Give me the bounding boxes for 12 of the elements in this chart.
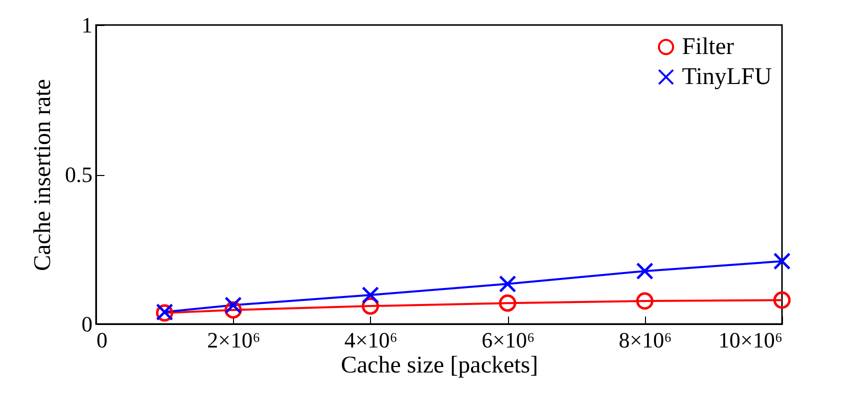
x-tick-label: 10×10⁶ (718, 328, 782, 352)
x-tick-label: 6×10⁶ (482, 328, 535, 352)
y-tick-label: 0 (82, 312, 92, 336)
x-tick-label: 4×10⁶ (344, 328, 398, 352)
x-tick-label: 2×10⁶ (207, 328, 260, 352)
y-tick-label: 1 (82, 12, 92, 38)
legend-label: Filter (682, 34, 734, 60)
y-axis-title: Cache insertion rate (30, 79, 56, 271)
x-tick-label: 8×10⁶ (618, 328, 672, 352)
legend-label: TinyLFU (682, 64, 772, 90)
y-tick-label: 0.5 (65, 162, 92, 187)
x-axis-title: Cache size [packets] (340, 352, 538, 378)
